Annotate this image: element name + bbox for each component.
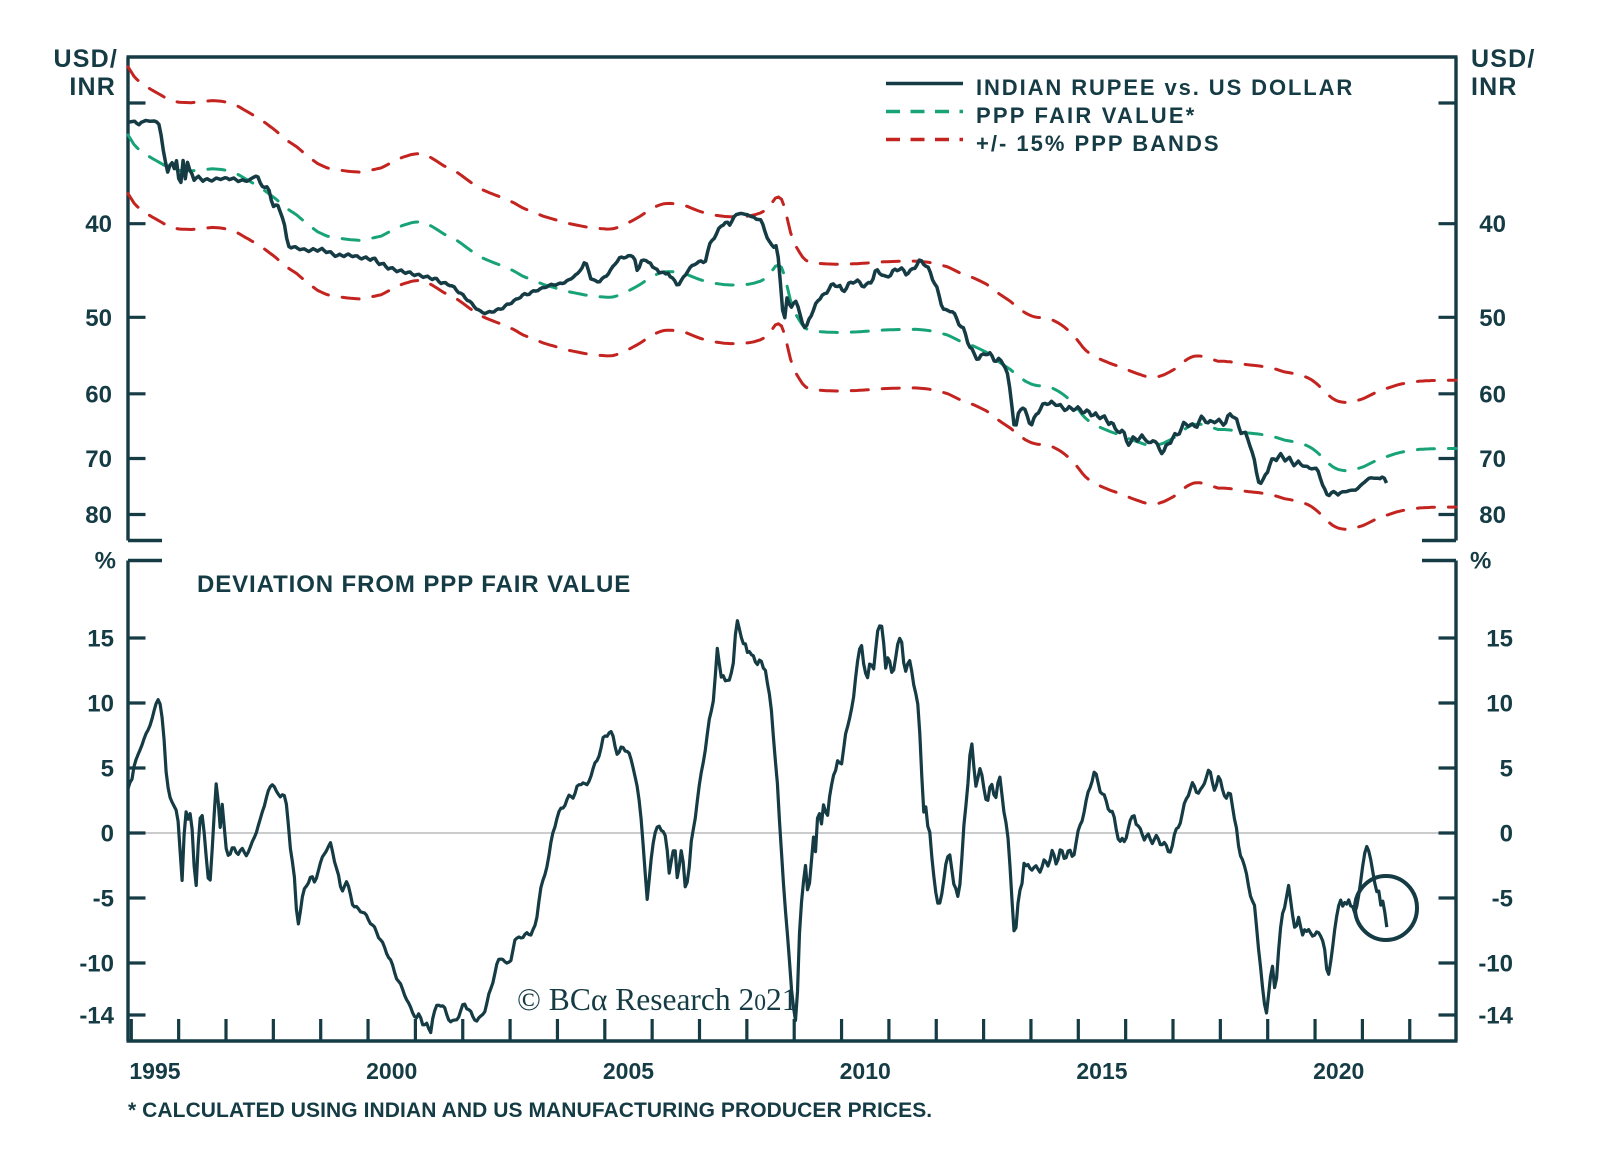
svg-text:2010: 2010	[840, 1058, 891, 1084]
svg-text:2000: 2000	[366, 1058, 417, 1084]
svg-text:-5: -5	[93, 886, 114, 913]
svg-text:15: 15	[87, 626, 114, 653]
svg-text:70: 70	[85, 446, 112, 473]
svg-text:50: 50	[1479, 305, 1506, 332]
svg-text:80: 80	[1479, 502, 1506, 529]
svg-text:-5: -5	[1492, 886, 1513, 913]
svg-text:0: 0	[1500, 821, 1513, 848]
svg-text:USD/: USD/	[53, 45, 118, 73]
svg-text:* CALCULATED USING INDIAN AND: * CALCULATED USING INDIAN AND US MANUFAC…	[128, 1099, 932, 1122]
svg-text:INR: INR	[1471, 73, 1518, 101]
svg-text:0: 0	[101, 821, 114, 848]
svg-text:1995: 1995	[129, 1058, 180, 1084]
svg-text:INDIAN RUPEE vs. US DOLLAR: INDIAN RUPEE vs. US DOLLAR	[976, 75, 1354, 100]
svg-text:2020: 2020	[1313, 1058, 1364, 1084]
svg-text:40: 40	[1479, 211, 1506, 238]
svg-text:15: 15	[1486, 626, 1513, 653]
svg-text:+/- 15% PPP BANDS: +/- 15% PPP BANDS	[976, 131, 1221, 156]
svg-text:%: %	[95, 548, 116, 575]
svg-text:-14: -14	[79, 1003, 114, 1030]
svg-text:5: 5	[101, 756, 114, 783]
svg-text:10: 10	[87, 691, 114, 718]
svg-text:-14: -14	[1478, 1003, 1513, 1030]
svg-text:60: 60	[85, 381, 112, 408]
svg-text:DEVIATION FROM PPP FAIR VALUE: DEVIATION FROM PPP FAIR VALUE	[197, 571, 631, 598]
svg-text:80: 80	[85, 502, 112, 529]
svg-text:© BCα Research 2021: © BCα Research 2021	[517, 982, 798, 1017]
svg-text:50: 50	[85, 305, 112, 332]
svg-text:40: 40	[85, 211, 112, 238]
svg-text:70: 70	[1479, 446, 1506, 473]
svg-text:5: 5	[1500, 756, 1513, 783]
svg-text:10: 10	[1486, 691, 1513, 718]
svg-text:-10: -10	[1478, 951, 1513, 978]
svg-text:2005: 2005	[603, 1058, 654, 1084]
svg-text:2015: 2015	[1076, 1058, 1127, 1084]
svg-text:PPP FAIR VALUE*: PPP FAIR VALUE*	[976, 103, 1196, 128]
svg-text:INR: INR	[69, 73, 116, 101]
svg-text:USD/: USD/	[1471, 45, 1536, 73]
svg-text:-10: -10	[79, 951, 114, 978]
svg-text:60: 60	[1479, 381, 1506, 408]
svg-text:%: %	[1470, 548, 1491, 575]
